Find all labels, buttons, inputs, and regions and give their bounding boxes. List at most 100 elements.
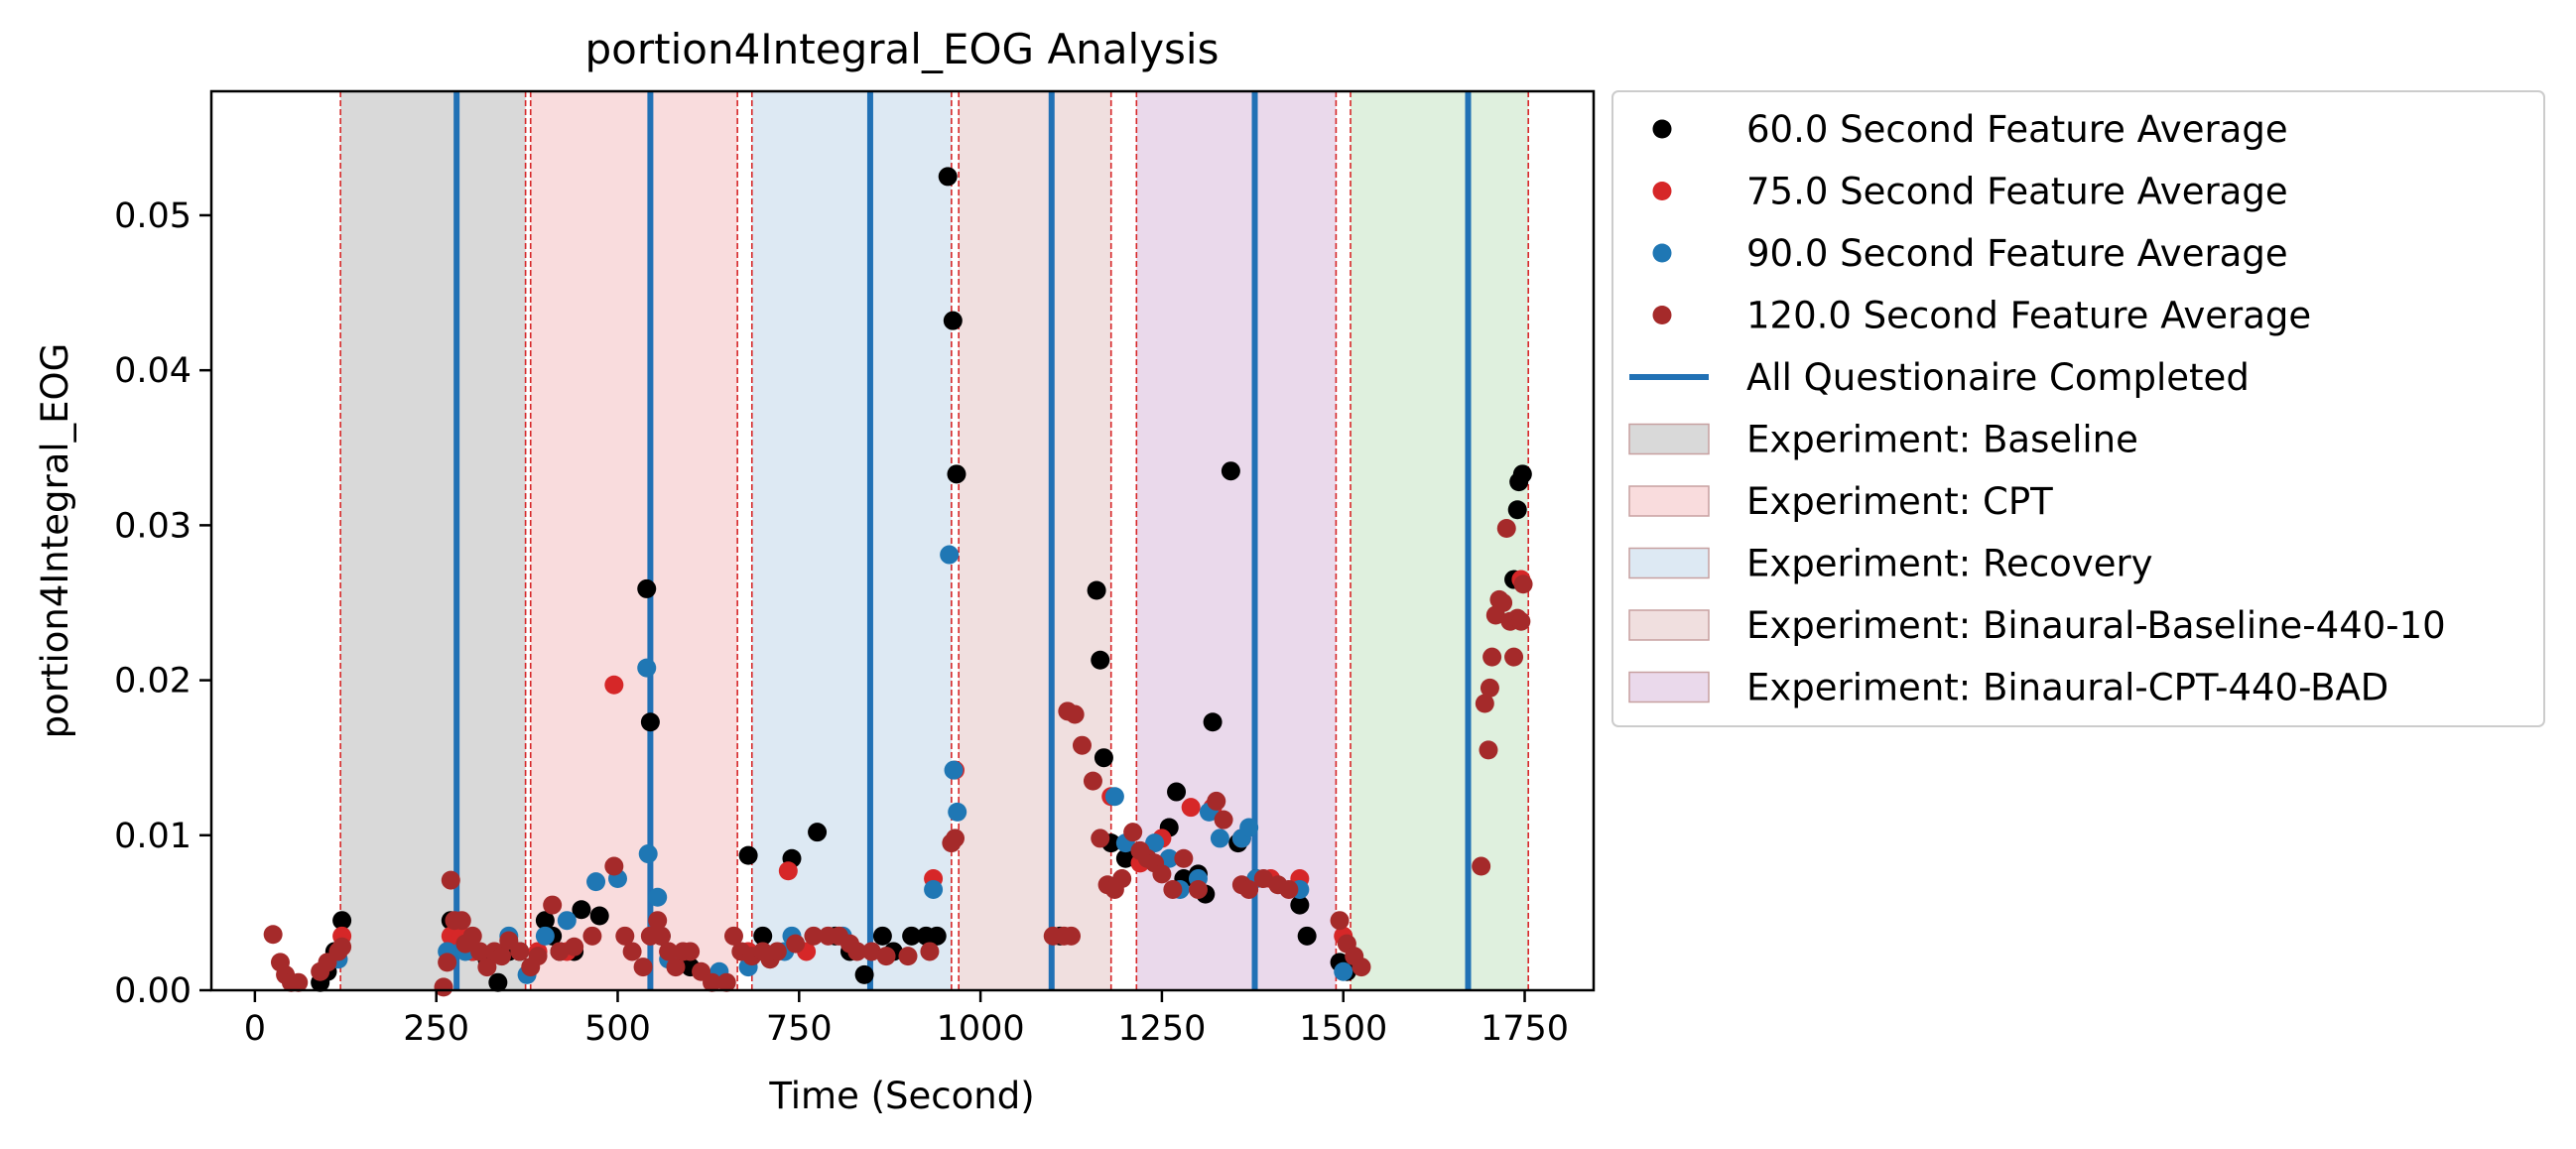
point-s0-25 xyxy=(808,823,828,842)
point-s0-17 xyxy=(637,578,657,598)
legend-marker-1 xyxy=(1652,182,1672,200)
point-s3-71 xyxy=(1123,823,1143,842)
point-s2-24 xyxy=(1145,833,1165,853)
y-tick-label-5: 0.05 xyxy=(114,196,192,236)
point-s2-11 xyxy=(648,887,668,907)
point-s3-93 xyxy=(1480,678,1499,698)
point-s3-57 xyxy=(920,942,940,961)
y-tick-label-1: 0.01 xyxy=(114,817,192,856)
phase-band-5 xyxy=(1351,91,1529,990)
point-s0-50 xyxy=(1221,461,1240,481)
point-s2-22 xyxy=(1104,787,1124,807)
point-s3-92 xyxy=(1479,740,1498,760)
point-s3-54 xyxy=(861,942,881,961)
point-s3-78 xyxy=(1188,879,1208,899)
point-s3-62 xyxy=(1062,926,1082,946)
point-s3-75 xyxy=(1152,864,1172,884)
point-s3-102 xyxy=(1511,611,1531,631)
y-axis-label: portion4Integral_EOG xyxy=(34,343,76,739)
point-s2-20 xyxy=(944,760,964,780)
point-s2-18 xyxy=(924,879,944,899)
point-s3-4 xyxy=(289,972,309,992)
point-s3-38 xyxy=(681,942,701,961)
point-s0-29 xyxy=(872,926,892,946)
legend-phase-label-1: Experiment: CPT xyxy=(1746,480,2053,523)
point-s3-40 xyxy=(703,972,722,992)
point-s0-34 xyxy=(938,167,958,187)
plot-frame xyxy=(209,89,1596,992)
point-s3-34 xyxy=(651,926,671,946)
chart-title: portion4Integral_EOG Analysis xyxy=(585,25,1220,73)
point-s0-11 xyxy=(535,911,555,931)
legend-phase-label-3: Experiment: Binaural-Baseline-440-10 xyxy=(1746,604,2446,647)
point-s1-10 xyxy=(778,861,798,881)
y-tick-label-0: 0.00 xyxy=(114,971,192,1011)
phase-band-0 xyxy=(340,91,526,990)
point-s0-16 xyxy=(589,906,609,926)
point-s3-64 xyxy=(1065,704,1085,724)
point-s3-21 xyxy=(510,942,530,961)
point-s0-53 xyxy=(1290,895,1310,915)
axes xyxy=(199,89,1596,1002)
point-s0-31 xyxy=(902,926,922,946)
point-s0-35 xyxy=(943,311,963,330)
point-s3-98 xyxy=(1496,519,1516,539)
point-s3-35 xyxy=(659,942,679,961)
point-s0-42 xyxy=(1115,848,1135,868)
phase-band-1 xyxy=(530,91,738,990)
point-s3-41 xyxy=(716,972,736,992)
point-s3-31 xyxy=(633,958,653,977)
point-s3-25 xyxy=(550,942,570,961)
legend-questionnaire-label: All Questionaire Completed xyxy=(1746,356,2250,399)
point-s3-33 xyxy=(648,911,668,931)
point-s2-29 xyxy=(1210,829,1229,848)
legend-label-0: 60.0 Second Feature Average xyxy=(1746,108,2288,151)
point-s3-36 xyxy=(666,958,686,977)
point-s3-86 xyxy=(1330,911,1350,931)
point-s3-66 xyxy=(1083,771,1102,791)
x-tick-label-6: 1500 xyxy=(1299,1009,1387,1049)
tick-labels: 0 250 500 750 1000 1250 1500 1750 0.00 0.01 0.02 0.… xyxy=(114,196,1569,1049)
point-s0-3 xyxy=(332,911,352,931)
point-s3-55 xyxy=(876,947,896,966)
point-s3-89 xyxy=(1352,958,1371,977)
point-s0-39 xyxy=(1091,650,1110,670)
point-s1-6 xyxy=(604,675,624,695)
x-tick-label-2: 500 xyxy=(584,1009,651,1049)
x-tick-label-1: 250 xyxy=(403,1009,469,1049)
x-tick-label-7: 1750 xyxy=(1481,1009,1569,1049)
phase-band-3 xyxy=(959,91,1111,990)
point-s3-94 xyxy=(1482,647,1502,667)
x-tick-label-4: 1000 xyxy=(937,1009,1025,1049)
point-s3-26 xyxy=(565,937,584,957)
point-s0-45 xyxy=(1167,782,1187,802)
point-s3-53 xyxy=(847,942,867,961)
point-s0-22 xyxy=(738,845,758,865)
point-s2-25 xyxy=(1159,848,1179,868)
point-s2-5 xyxy=(535,926,555,946)
point-s3-16 xyxy=(470,942,490,961)
x-tick-label-5: 1250 xyxy=(1117,1009,1206,1049)
point-s3-13 xyxy=(451,911,471,931)
legend-label-1: 75.0 Second Feature Average xyxy=(1746,171,2288,213)
point-s0-54 xyxy=(1297,926,1317,946)
point-s3-0 xyxy=(263,925,283,945)
point-s3-48 xyxy=(786,934,806,954)
point-s0-33 xyxy=(927,926,947,946)
point-s3-19 xyxy=(491,947,511,966)
legend-label-2: 90.0 Second Feature Average xyxy=(1746,232,2288,275)
point-s3-49 xyxy=(804,926,824,946)
point-s0-8 xyxy=(488,972,508,992)
legend-phase-swatch-1 xyxy=(1628,485,1710,517)
x-tick-label-0: 0 xyxy=(244,1009,266,1049)
legend-label-3: 120.0 Second Feature Average xyxy=(1746,295,2311,337)
point-s3-83 xyxy=(1253,869,1273,889)
point-s0-49 xyxy=(1203,712,1223,732)
scatter-points xyxy=(263,167,1533,997)
point-s3-85 xyxy=(1279,879,1299,899)
point-s3-77 xyxy=(1174,848,1194,868)
point-s2-19 xyxy=(940,545,960,565)
x-tick-label-3: 750 xyxy=(766,1009,833,1049)
point-s0-15 xyxy=(572,900,591,920)
point-s3-27 xyxy=(582,926,602,946)
